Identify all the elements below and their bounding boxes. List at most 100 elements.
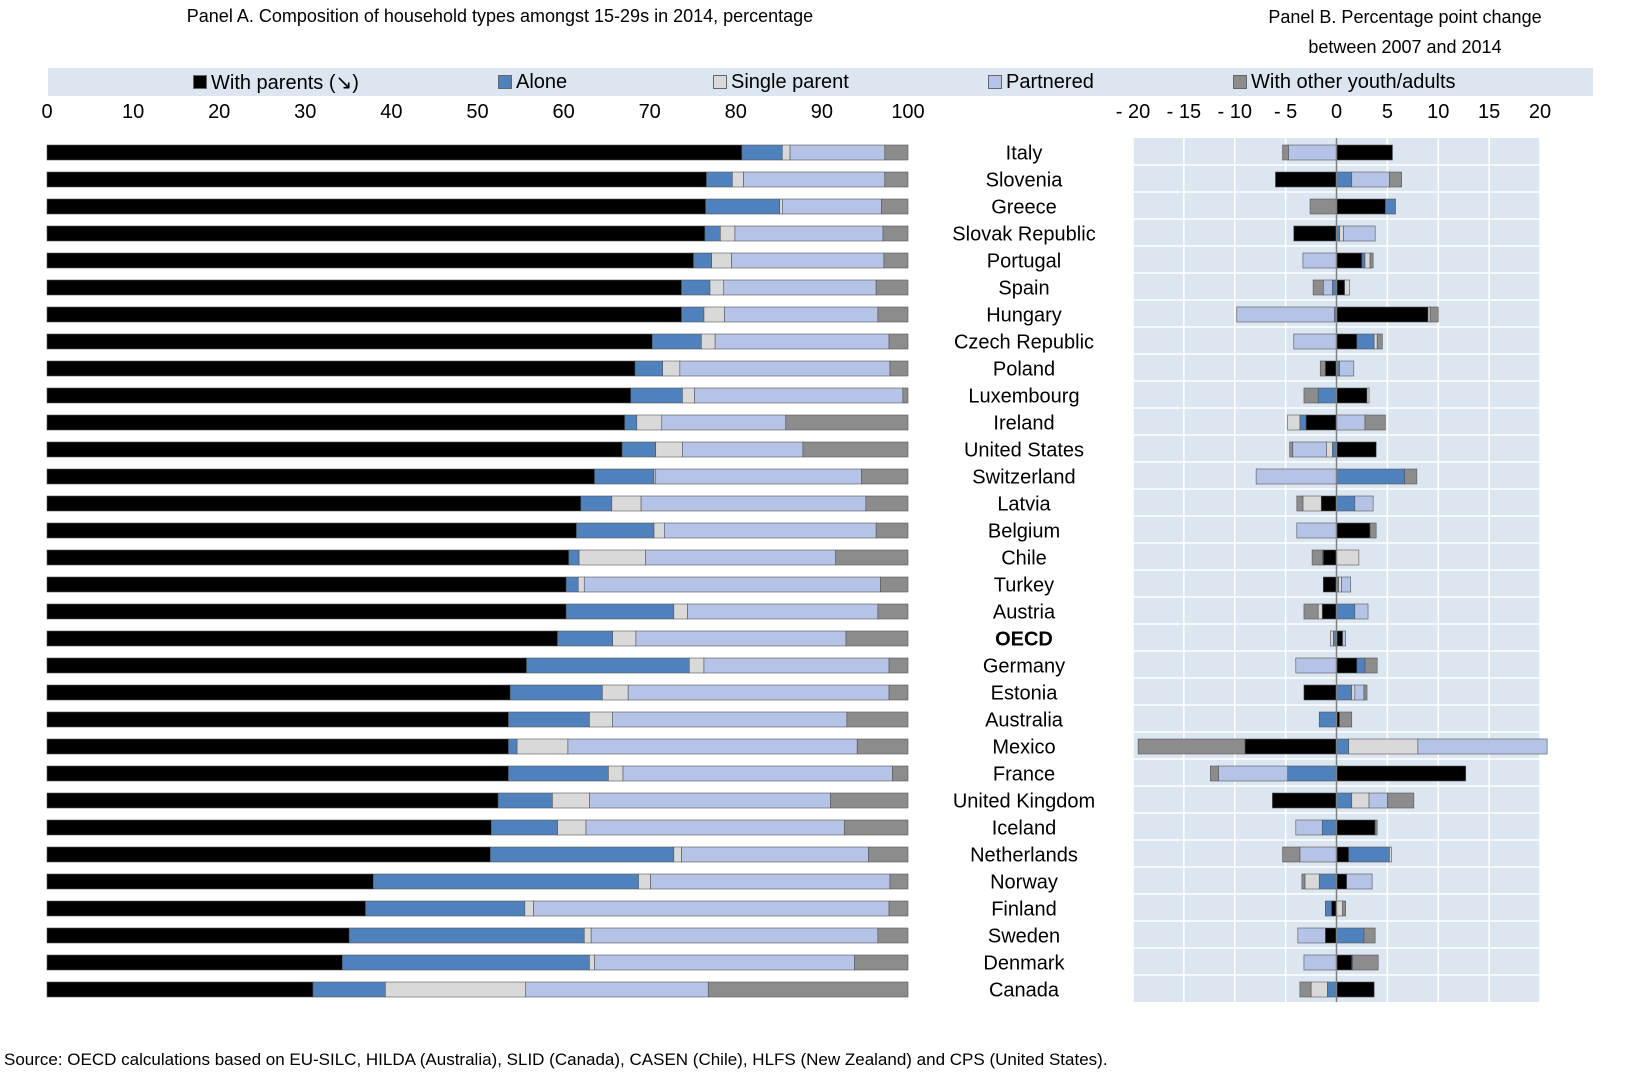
panel-a-bar-1 — [46, 792, 499, 809]
panel-a-bar-1 — [46, 576, 567, 593]
panel-b-bar-4 — [1293, 333, 1337, 350]
panel-a-bar-2 — [565, 576, 579, 593]
legend-label: Partnered — [1006, 70, 1094, 93]
panel-a-bar-4 — [583, 576, 881, 593]
panel-a-bar-1 — [46, 468, 595, 485]
panel-b-title-line2: between 2007 and 2014 — [1308, 37, 1502, 57]
panel-a-bar-3 — [732, 171, 744, 188]
panel-a-bar-5 — [883, 252, 909, 269]
panel-a-bar-4 — [567, 738, 858, 755]
country-label: Chile — [1001, 548, 1047, 570]
panel-a-tick-label: 80 — [725, 101, 747, 123]
panel-b-bar-1 — [1321, 603, 1337, 620]
panel-a-bar-5 — [888, 333, 909, 350]
panel-a-tick-label: 10 — [122, 101, 144, 123]
panel-b-bar-5 — [1342, 900, 1346, 917]
panel-a-bar-3 — [673, 603, 688, 620]
panel-a-bar-4 — [655, 468, 862, 485]
panel-a-bar-1 — [46, 711, 509, 728]
panel-b-bar-4 — [1295, 657, 1337, 674]
legend-swatch — [1233, 75, 1247, 89]
legend-item-5: With other youth/adults — [1233, 68, 1456, 96]
country-label: Portugal — [987, 251, 1062, 273]
panel-b-bar-1 — [1336, 252, 1363, 269]
panel-a-bar-1 — [46, 738, 509, 755]
panel-a-bar-1 — [46, 171, 707, 188]
source-note: Source: OECD calculations based on EU-SI… — [4, 1050, 1108, 1069]
panel-b-bar-4 — [1341, 576, 1352, 593]
panel-a-bar-3 — [557, 819, 587, 836]
panel-b-bar-2 — [1361, 252, 1366, 269]
panel-b-bar-2 — [1336, 171, 1353, 188]
panel-a-bar-3 — [577, 576, 585, 593]
panel-a-bar-4 — [640, 495, 867, 512]
panel-a-bar-1 — [46, 927, 350, 944]
panel-a-bar-4 — [734, 225, 884, 242]
legend-label: With other youth/adults — [1251, 70, 1456, 93]
panel-b-bar-5 — [1299, 981, 1312, 998]
panel-a-bar-5 — [888, 900, 909, 917]
panel-a-tick-label: 0 — [41, 101, 52, 123]
panel-a-bar-3 — [662, 360, 681, 377]
country-label: Sweden — [988, 926, 1060, 948]
panel-b-bar-3 — [1317, 603, 1323, 620]
panel-a-bar-3 — [779, 198, 783, 215]
panel-a-bar-2 — [681, 306, 705, 323]
panel-b-bar-1 — [1272, 792, 1337, 809]
panel-b-tick-label: - 10 — [1218, 101, 1252, 123]
panel-a-bar-2 — [621, 441, 657, 458]
panel-b-bar-1 — [1322, 576, 1337, 593]
country-label: Austria — [993, 602, 1056, 624]
panel-a-bar-2 — [312, 981, 386, 998]
panel-b-tick-label: 20 — [1529, 101, 1551, 123]
panel-a-bar-2 — [557, 630, 613, 647]
panel-a-bar-2 — [365, 900, 526, 917]
panel-b-bar-1 — [1336, 846, 1350, 863]
panel-a-bar-3 — [711, 252, 732, 269]
panel-a-bar-4 — [679, 360, 891, 377]
panel-a-bar-4 — [627, 684, 890, 701]
panel-b-bar-1 — [1320, 495, 1337, 512]
country-label: Greece — [991, 197, 1057, 219]
panel-b-bar-1 — [1336, 387, 1368, 404]
panel-b-bar-2 — [1299, 414, 1307, 431]
panel-b-bar-3 — [1287, 414, 1301, 431]
panel-a-bar-2 — [490, 846, 675, 863]
panel-b-bar-1 — [1325, 927, 1337, 944]
panel-a-bar-5 — [835, 549, 909, 566]
panel-a-bar-3 — [689, 657, 705, 674]
panel-a-bar-5 — [888, 684, 909, 701]
panel-b-bar-3 — [1351, 684, 1356, 701]
panel-a-bar-2 — [634, 360, 663, 377]
panel-a-bar-2 — [565, 603, 675, 620]
legend-label: With parents (↘) — [211, 71, 359, 94]
panel-a-bar-1 — [46, 657, 527, 674]
panel-b-bar-1 — [1336, 981, 1375, 998]
panel-b-bar-4 — [1288, 144, 1337, 161]
panel-b-tick-label: 0 — [1331, 101, 1342, 123]
panel-b-tick-label: 10 — [1427, 101, 1449, 123]
panel-a-bar-3 — [653, 522, 665, 539]
legend-swatch — [988, 75, 1002, 89]
panel-b-bar-5 — [1352, 954, 1379, 971]
panel-b-bar-5 — [1374, 819, 1378, 836]
panel-a-bar-3 — [703, 306, 725, 323]
panel-a-bar-2 — [508, 765, 609, 782]
panel-b-bar-2 — [1336, 495, 1356, 512]
panel-b-bar-5 — [1339, 711, 1353, 728]
panel-b-bar-4 — [1354, 684, 1365, 701]
panel-b-bar-4 — [1346, 873, 1373, 890]
panel-a-bar-3 — [709, 279, 725, 296]
panel-b-tick-label: 15 — [1478, 101, 1500, 123]
country-label: Australia — [985, 710, 1064, 732]
panel-a-bar-1 — [46, 630, 558, 647]
panel-b-bar-5 — [1364, 414, 1386, 431]
panel-b-bar-4 — [1255, 468, 1337, 485]
panel-a-bar-3 — [516, 738, 569, 755]
panel-a-bar-2 — [741, 144, 783, 161]
panel-b-bar-4 — [1354, 495, 1374, 512]
panel-b-tick-label: - 20 — [1116, 101, 1150, 123]
panel-a-title: Panel A. Composition of household types … — [186, 6, 814, 26]
panel-a-bar-1 — [46, 333, 653, 350]
country-label: Luxembourg — [968, 386, 1079, 408]
